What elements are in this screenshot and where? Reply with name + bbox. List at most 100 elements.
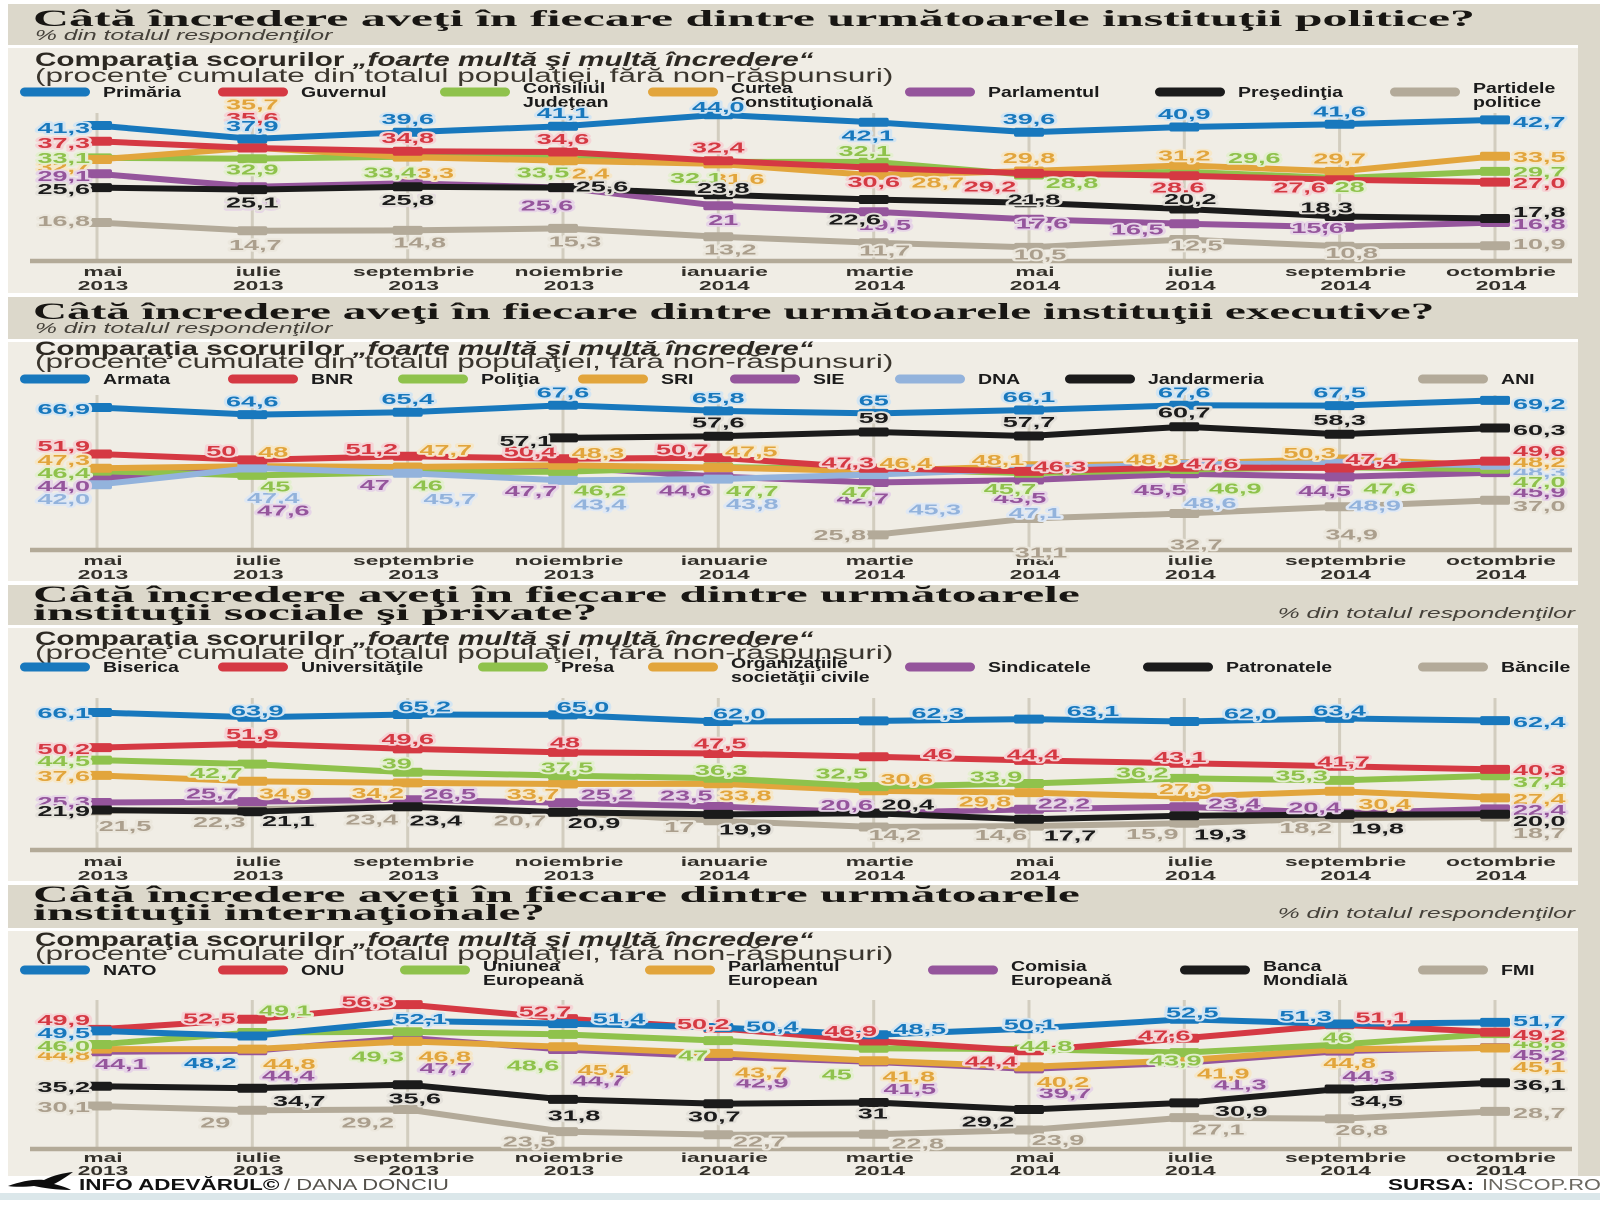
svg-text:45,7: 45,7: [423, 490, 476, 507]
svg-text:34,2: 34,2: [351, 784, 404, 801]
svg-text:28,7: 28,7: [911, 174, 964, 191]
svg-text:Mondială: Mondială: [1263, 971, 1348, 988]
svg-text:32,4: 32,4: [557, 165, 611, 182]
svg-text:13,2: 13,2: [704, 241, 757, 258]
svg-text:51,1: 51,1: [1355, 1009, 1408, 1026]
svg-text:Judeţean: Judeţean: [523, 93, 609, 110]
svg-text:25,8: 25,8: [381, 191, 434, 208]
svg-text:49,6: 49,6: [1513, 442, 1566, 459]
svg-text:47,6: 47,6: [1186, 455, 1239, 472]
svg-text:64,6: 64,6: [226, 393, 279, 410]
svg-text:martie: martie: [846, 854, 914, 869]
svg-text:28,6: 28,6: [1152, 179, 1205, 196]
svg-text:58,3: 58,3: [1313, 411, 1366, 428]
svg-text:30,6: 30,6: [847, 173, 900, 190]
svg-text:iulie: iulie: [1168, 553, 1213, 568]
svg-text:2013: 2013: [78, 278, 129, 293]
svg-text:40,3: 40,3: [1513, 761, 1566, 778]
svg-text:44,0: 44,0: [692, 98, 745, 115]
svg-text:noiembrie: noiembrie: [515, 553, 624, 568]
svg-text:19,8: 19,8: [1351, 820, 1404, 837]
svg-text:20,4: 20,4: [1288, 799, 1342, 816]
svg-text:36,2: 36,2: [1116, 764, 1169, 781]
svg-text:septembrie: septembrie: [1285, 264, 1406, 279]
svg-text:mai: mai: [1015, 264, 1054, 279]
svg-text:34,8: 34,8: [381, 129, 434, 146]
svg-text:48,6: 48,6: [507, 1057, 560, 1074]
svg-text:25,6: 25,6: [576, 178, 629, 195]
svg-text:47,1: 47,1: [1009, 504, 1062, 521]
svg-text:martie: martie: [846, 264, 914, 279]
svg-text:26,8: 26,8: [1335, 1121, 1388, 1138]
svg-text:politice: politice: [1473, 93, 1542, 110]
svg-text:septembrie: septembrie: [353, 264, 474, 279]
svg-text:iulie: iulie: [1168, 264, 1213, 279]
svg-text:noiembrie: noiembrie: [515, 264, 624, 279]
svg-text:29,7: 29,7: [1513, 163, 1566, 180]
svg-text:33,3: 33,3: [401, 164, 454, 181]
svg-text:65,8: 65,8: [692, 389, 745, 406]
svg-text:Parlamentul: Parlamentul: [728, 957, 839, 974]
svg-text:iulie: iulie: [236, 854, 281, 869]
svg-text:Organizaţiile: Organizaţiile: [731, 654, 848, 671]
svg-text:Primăria: Primăria: [103, 83, 181, 100]
svg-text:23,4: 23,4: [409, 812, 463, 829]
svg-text:44,4: 44,4: [965, 1053, 1019, 1070]
svg-text:35,6: 35,6: [226, 109, 279, 126]
svg-text:martie: martie: [846, 553, 914, 568]
svg-text:41,3: 41,3: [37, 119, 90, 136]
svg-text:Partidele: Partidele: [1473, 79, 1556, 96]
svg-text:2013: 2013: [544, 567, 595, 582]
svg-text:18,2: 18,2: [1279, 819, 1332, 836]
svg-text:48,3: 48,3: [572, 444, 625, 461]
svg-text:DNA: DNA: [978, 370, 1021, 387]
svg-text:Câtă încredere aveţi în fiecar: Câtă încredere aveţi în fiecare dintre u…: [33, 6, 1475, 31]
svg-text:46: 46: [923, 745, 953, 762]
svg-text:2014: 2014: [699, 1163, 750, 1178]
svg-text:48,8: 48,8: [1513, 1034, 1566, 1051]
svg-text:Europeană: Europeană: [483, 971, 584, 988]
svg-text:30,4: 30,4: [1358, 795, 1412, 812]
svg-text:44,1: 44,1: [95, 1055, 148, 1072]
svg-text:Comparaţia scorurilor „foarte: Comparaţia scorurilor „foarte multă şi m…: [35, 929, 814, 950]
svg-text:FMI: FMI: [1501, 961, 1535, 978]
svg-text:44,7: 44,7: [573, 1072, 626, 1089]
svg-text:47,5: 47,5: [694, 735, 747, 752]
svg-text:45: 45: [822, 1066, 852, 1083]
svg-text:Banca: Banca: [1263, 957, 1322, 974]
svg-text:33,8: 33,8: [719, 787, 772, 804]
svg-text:2014: 2014: [1010, 868, 1061, 883]
svg-text:59: 59: [859, 409, 889, 426]
svg-text:septembrie: septembrie: [353, 1150, 474, 1165]
svg-text:37,3: 37,3: [37, 134, 90, 151]
svg-text:37,5: 37,5: [541, 759, 594, 776]
svg-text:2013: 2013: [78, 868, 129, 883]
svg-text:50,7: 50,7: [656, 441, 709, 458]
svg-text:25,8: 25,8: [813, 526, 866, 543]
svg-text:2014: 2014: [1165, 567, 1216, 582]
svg-text:34,7: 34,7: [273, 1092, 326, 1109]
svg-text:octombrie: octombrie: [1446, 854, 1556, 869]
svg-text:Câtă încredere aveţi în fiecar: Câtă încredere aveţi în fiecare dintre u…: [33, 882, 1080, 907]
svg-text:35,3: 35,3: [1275, 767, 1328, 784]
svg-text:25,6: 25,6: [37, 180, 90, 197]
svg-text:22,4: 22,4: [1513, 801, 1567, 818]
svg-text:39,6: 39,6: [381, 110, 434, 127]
svg-text:63,9: 63,9: [231, 702, 284, 719]
svg-text:48,5: 48,5: [893, 1020, 946, 1037]
svg-text:SRI: SRI: [661, 370, 693, 387]
svg-text:15,6: 15,6: [1291, 219, 1344, 236]
svg-text:46,0: 46,0: [37, 1037, 90, 1054]
svg-text:25,3: 25,3: [37, 793, 90, 810]
svg-text:10,8: 10,8: [1325, 244, 1378, 261]
svg-text:48,3: 48,3: [1513, 463, 1566, 480]
svg-text:35,2: 35,2: [37, 1078, 90, 1095]
svg-text:Comparaţia scorurilor „foarte: Comparaţia scorurilor „foarte multă şi m…: [35, 628, 814, 649]
svg-text:60,3: 60,3: [1513, 421, 1566, 438]
svg-text:52,5: 52,5: [183, 1010, 236, 1027]
svg-text:19,3: 19,3: [1194, 826, 1247, 843]
svg-text:47,4: 47,4: [247, 489, 301, 506]
svg-text:Jandarmeria: Jandarmeria: [1148, 370, 1264, 387]
svg-text:34,5: 34,5: [1350, 1092, 1403, 1109]
svg-text:martie: martie: [846, 1150, 914, 1165]
